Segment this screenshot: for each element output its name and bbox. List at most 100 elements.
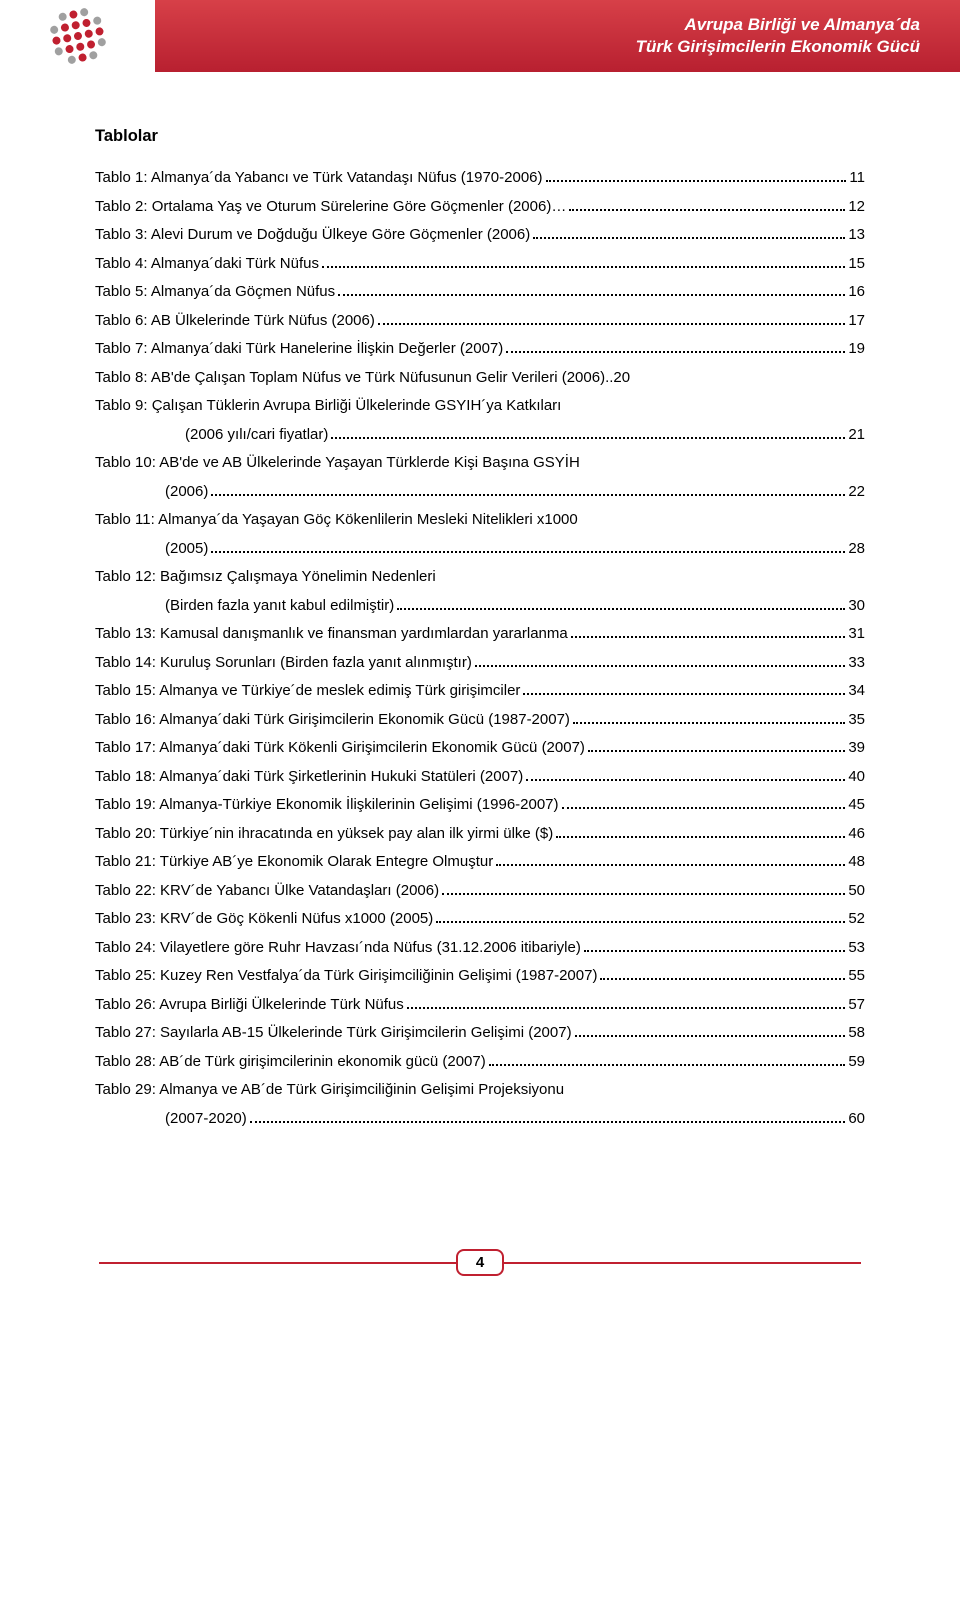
toc-leader-dots <box>378 323 845 325</box>
toc-label: Tablo 14: Kuruluş Sorunları (Birden fazl… <box>95 649 472 678</box>
toc-entry: Tablo 22: KRV´de Yabancı Ülke Vatandaşla… <box>95 877 865 906</box>
toc-leader-dots <box>562 807 846 809</box>
toc-leader-dots <box>475 665 845 667</box>
toc-label: Tablo 5: Almanya´da Göçmen Nüfus <box>95 278 335 307</box>
toc-leader-dots <box>211 551 845 553</box>
toc-entry: (2006 yılı/cari fiyatlar) 21 <box>95 421 865 450</box>
toc-entry: Tablo 17: Almanya´daki Türk Kökenli Giri… <box>95 734 865 763</box>
toc-label: Tablo 23: KRV´de Göç Kökenli Nüfus x1000… <box>95 905 433 934</box>
toc-label: Tablo 9: Çalışan Tüklerin Avrupa Birliği… <box>95 392 561 421</box>
toc-label: Tablo 26: Avrupa Birliği Ülkelerinde Tür… <box>95 991 404 1020</box>
toc-label: Tablo 21: Türkiye AB´ye Ekonomik Olarak … <box>95 848 493 877</box>
toc-entry: Tablo 20: Türkiye´nin ihracatında en yük… <box>95 820 865 849</box>
toc-entry: Tablo 26: Avrupa Birliği Ülkelerinde Tür… <box>95 991 865 1020</box>
toc-label: Tablo 18: Almanya´daki Türk Şirketlerini… <box>95 763 523 792</box>
toc-page-number: 40 <box>848 763 865 792</box>
toc-page-number: 21 <box>848 421 865 450</box>
toc-leader-dots <box>584 950 845 952</box>
toc-entry: Tablo 25: Kuzey Ren Vestfalya´da Türk Gi… <box>95 962 865 991</box>
toc-page-number: 11 <box>849 164 865 193</box>
toc-entry: Tablo 4: Almanya´daki Türk Nüfus 15 <box>95 250 865 279</box>
toc-leader-dots <box>556 836 845 838</box>
toc-page-number: 16 <box>848 278 865 307</box>
toc-leader-dots <box>506 351 845 353</box>
toc-page-number: 12 <box>848 193 865 222</box>
toc-page-number: 19 <box>848 335 865 364</box>
toc-entry: (Birden fazla yanıt kabul edilmiştir)30 <box>95 592 865 621</box>
toc-label: Tablo 12: Bağımsız Çalışmaya Yönelimin N… <box>95 563 436 592</box>
toc-entry: Tablo 16: Almanya´daki Türk Girişimciler… <box>95 706 865 735</box>
footer-rule-left <box>99 1262 459 1264</box>
toc-entry: Tablo 12: Bağımsız Çalışmaya Yönelimin N… <box>95 563 865 592</box>
toc-page-number: 57 <box>848 991 865 1020</box>
toc-leader-dots <box>571 636 846 638</box>
toc-entry: Tablo 1: Almanya´da Yabancı ve Türk Vata… <box>95 164 865 193</box>
toc-entry: Tablo 5: Almanya´da Göçmen Nüfus 16 <box>95 278 865 307</box>
toc-label: Tablo 2: Ortalama Yaş ve Oturum Süreleri… <box>95 193 566 222</box>
toc-label: (2006 yılı/cari fiyatlar) <box>185 421 328 450</box>
page-footer: 4 <box>95 1243 865 1281</box>
toc-entry: Tablo 7: Almanya´daki Türk Hanelerine İl… <box>95 335 865 364</box>
page-header: Avrupa Birliği ve Almanya´da Türk Girişi… <box>0 0 960 72</box>
toc-leader-dots <box>573 722 845 724</box>
toc-label: Tablo 24: Vilayetlere göre Ruhr Havzası´… <box>95 934 581 963</box>
toc-page-number: 15 <box>848 250 865 279</box>
toc-entry: Tablo 18: Almanya´daki Türk Şirketlerini… <box>95 763 865 792</box>
toc-label: (2006) <box>165 478 208 507</box>
toc-entry: Tablo 14: Kuruluş Sorunları (Birden fazl… <box>95 649 865 678</box>
toc-label: Tablo 11: Almanya´da Yaşayan Göç Kökenli… <box>95 506 578 535</box>
toc-label: Tablo 27: Sayılarla AB-15 Ülkelerinde Tü… <box>95 1019 572 1048</box>
toc-page-number: 31 <box>848 620 865 649</box>
toc-page-number: 45 <box>848 791 865 820</box>
toc-label: Tablo 29: Almanya ve AB´de Türk Girişimc… <box>95 1076 564 1105</box>
toc-leader-dots <box>600 978 845 980</box>
toc-label: Tablo 20: Türkiye´nin ihracatında en yük… <box>95 820 553 849</box>
toc-label: Tablo 13: Kamusal danışmanlık ve finansm… <box>95 620 568 649</box>
toc-entry: Tablo 23: KRV´de Göç Kökenli Nüfus x1000… <box>95 905 865 934</box>
toc-page-number: 50 <box>848 877 865 906</box>
page-content: Tablolar Tablo 1: Almanya´da Yabancı ve … <box>0 72 960 1311</box>
toc-entry: Tablo 28: AB´de Türk girişimcilerinin ek… <box>95 1048 865 1077</box>
toc-label: Tablo 17: Almanya´daki Türk Kökenli Giri… <box>95 734 585 763</box>
header-title-line2: Türk Girişimcilerin Ekonomik Gücü <box>636 36 920 58</box>
toc-leader-dots <box>211 494 845 496</box>
toc-page-number: 59 <box>848 1048 865 1077</box>
toc-entry: Tablo 3: Alevi Durum ve Doğduğu Ülkeye G… <box>95 221 865 250</box>
page-number-badge: 4 <box>425 1243 535 1281</box>
toc-entry: Tablo 13: Kamusal danışmanlık ve finansm… <box>95 620 865 649</box>
toc-label: Tablo 8: AB'de Çalışan Toplam Nüfus ve T… <box>95 364 630 393</box>
toc-label: Tablo 15: Almanya ve Türkiye´de meslek e… <box>95 677 520 706</box>
toc-leader-dots <box>496 864 845 866</box>
toc-page-number: 46 <box>848 820 865 849</box>
toc-label: Tablo 3: Alevi Durum ve Doğduğu Ülkeye G… <box>95 221 530 250</box>
toc-page-number: 58 <box>848 1019 865 1048</box>
toc-label: Tablo 25: Kuzey Ren Vestfalya´da Türk Gi… <box>95 962 597 991</box>
toc-leader-dots <box>588 750 845 752</box>
toc-leader-dots <box>575 1035 846 1037</box>
toc-label: Tablo 1: Almanya´da Yabancı ve Türk Vata… <box>95 164 543 193</box>
toc-label: (2005) <box>165 535 208 564</box>
toc-page-number: 39 <box>848 734 865 763</box>
logo-area <box>0 0 155 72</box>
toc-leader-dots <box>407 1007 846 1009</box>
footer-rule-right <box>501 1262 861 1264</box>
toc-entry: Tablo 15: Almanya ve Türkiye´de meslek e… <box>95 677 865 706</box>
toc-leader-dots <box>546 180 847 182</box>
toc-entry: (2005) 28 <box>95 535 865 564</box>
toc-leader-dots <box>569 209 845 211</box>
toc-page-number: 53 <box>848 934 865 963</box>
header-title-block: Avrupa Birliği ve Almanya´da Türk Girişi… <box>155 0 960 72</box>
toc-entry: (2006)22 <box>95 478 865 507</box>
toc-label: Tablo 19: Almanya-Türkiye Ekonomik İlişk… <box>95 791 559 820</box>
toc-page-number: 48 <box>848 848 865 877</box>
toc-leader-dots <box>526 779 845 781</box>
toc-leader-dots <box>442 893 845 895</box>
toc-leader-dots <box>397 608 845 610</box>
toc-page-number: 28 <box>848 535 865 564</box>
header-title-line1: Avrupa Birliği ve Almanya´da <box>684 14 920 36</box>
toc-leader-dots <box>533 237 845 239</box>
toc-label: Tablo 4: Almanya´daki Türk Nüfus <box>95 250 319 279</box>
toc-entry: Tablo 9: Çalışan Tüklerin Avrupa Birliği… <box>95 392 865 421</box>
toc-entry: Tablo 27: Sayılarla AB-15 Ülkelerinde Tü… <box>95 1019 865 1048</box>
toc-page-number: 30 <box>848 592 865 621</box>
